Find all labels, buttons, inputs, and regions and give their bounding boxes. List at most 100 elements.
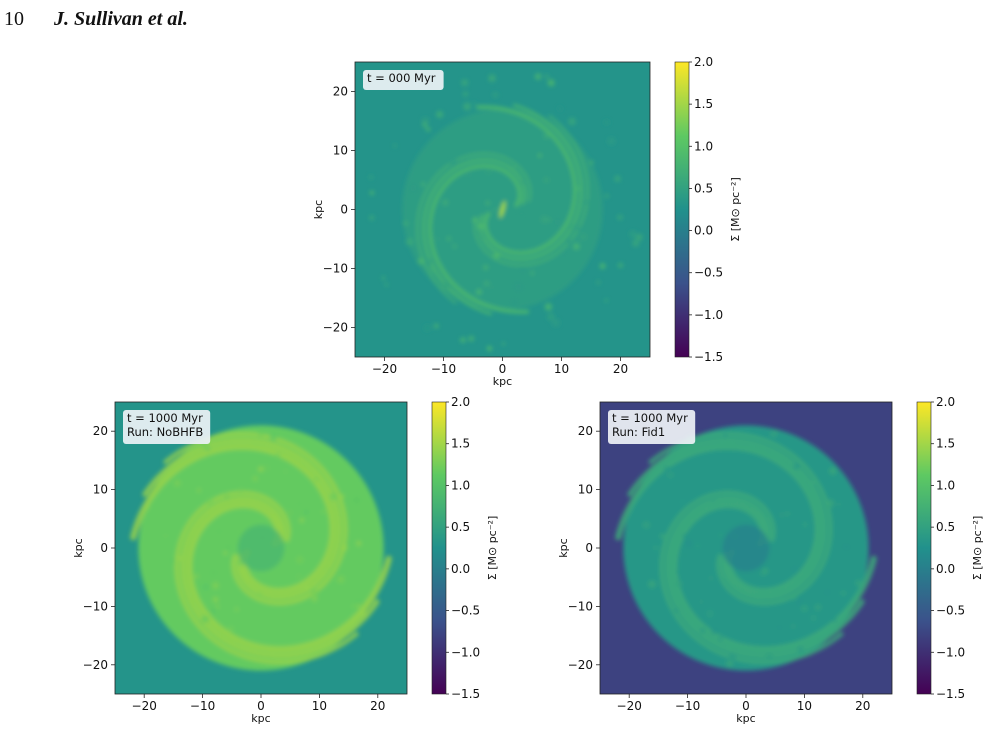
gas-clump	[341, 544, 348, 551]
gas-clump	[795, 598, 802, 605]
spiral-arm	[428, 164, 530, 314]
gas-clump	[765, 653, 774, 662]
gas-clump	[544, 303, 553, 311]
gas-clump	[258, 592, 263, 597]
gas-clump	[224, 494, 230, 500]
density-image	[355, 62, 650, 357]
gas-clump	[834, 595, 840, 601]
gas-clump	[544, 74, 549, 79]
spiral-arm	[186, 502, 392, 653]
gas-clump	[368, 174, 374, 180]
gas-clump	[604, 193, 609, 199]
gas-clump	[269, 433, 277, 441]
spiral-arm	[474, 115, 589, 266]
x-tick-label: −10	[675, 699, 700, 713]
gas-clump	[468, 335, 475, 342]
gas-clump	[205, 446, 210, 451]
time-label-box: t = 000 Myr	[363, 70, 444, 90]
y-axis-label: kpc	[557, 538, 570, 557]
label-line: t = 1000 Myr	[612, 411, 688, 425]
colorbar-tick-label: 1.5	[936, 437, 955, 451]
gas-clump	[696, 544, 700, 548]
gas-clump	[729, 652, 737, 661]
x-tick-label: 0	[257, 699, 265, 713]
gas-clump	[540, 215, 548, 224]
gas-clump	[417, 258, 424, 265]
gas-clump	[433, 323, 439, 329]
y-tick-label: 0	[585, 541, 593, 555]
x-axis-label: kpc	[736, 712, 755, 725]
gas-clump	[422, 123, 427, 128]
gas-clump	[833, 619, 837, 623]
colorbar-tick-label: 0.5	[451, 520, 470, 534]
gas-clump	[700, 628, 706, 634]
gas-clump	[573, 243, 580, 250]
colorbar-tick-label: 2.0	[936, 395, 955, 409]
x-tick-label: −10	[431, 362, 456, 376]
gas-clump	[169, 557, 176, 564]
gas-clump	[543, 132, 550, 140]
colorbar-label: Σ [M⊙ pc⁻²]	[729, 177, 742, 241]
colorbar-tick-label: −1.0	[451, 645, 480, 659]
gas-clump	[145, 505, 150, 509]
gas-clump	[421, 117, 430, 125]
y-tick-label: 10	[333, 144, 348, 158]
gas-clump	[485, 168, 492, 175]
gas-clump	[325, 567, 329, 571]
gas-clump	[789, 592, 798, 601]
spiral-arm	[659, 490, 844, 664]
spiral-arm	[180, 496, 380, 659]
gas-clump	[160, 522, 164, 526]
gas-clump	[441, 282, 450, 291]
gas-clump	[777, 625, 782, 630]
gas-clump	[212, 582, 219, 589]
gas-clump	[252, 476, 258, 481]
gas-clump	[460, 337, 466, 343]
gas-clump	[310, 589, 319, 598]
gas-clump	[576, 226, 580, 231]
gas-clump	[296, 574, 302, 579]
gas-clump	[210, 608, 216, 614]
running-head-authors: J. Sullivan et al.	[54, 8, 188, 30]
gas-clump	[436, 110, 444, 118]
gas-clump	[287, 660, 292, 664]
gas-clump	[352, 496, 361, 504]
gas-clump	[493, 252, 500, 259]
gas-clump	[604, 119, 610, 125]
colorbar	[431, 401, 447, 695]
gas-clump	[596, 280, 601, 285]
label-background	[363, 70, 444, 90]
gas-clump	[843, 544, 850, 550]
gas-clump	[206, 498, 214, 506]
gas-clump	[163, 533, 168, 538]
gas-clump	[653, 545, 659, 551]
colorbar-label: Σ [M⊙ pc⁻²]	[486, 516, 499, 580]
gas-clump	[426, 267, 434, 275]
panel-top: t = 000 Myr −20 −10 0 10 20 20 10 0 −10 −20 kpc kpc 2…	[300, 50, 760, 389]
gas-clump	[238, 529, 243, 534]
x-tick-label: −20	[372, 362, 397, 376]
gas-clump	[493, 208, 498, 212]
density-image	[115, 402, 407, 694]
gas-clump	[305, 586, 310, 591]
gas-clump	[810, 614, 817, 622]
gas-clump	[642, 521, 650, 529]
y-tick-label: 10	[93, 483, 108, 497]
gas-clump	[258, 466, 264, 472]
spiral-arm	[422, 158, 527, 315]
gas-clump	[711, 627, 719, 635]
gas-clump	[599, 263, 606, 269]
central-bar	[499, 200, 506, 219]
gas-clump	[648, 580, 656, 588]
gas-clump	[706, 609, 715, 618]
gas-clump	[176, 555, 182, 561]
y-axis-label: kpc	[72, 538, 85, 557]
gas-clump	[483, 264, 489, 271]
gas-clump	[428, 259, 433, 264]
colorbar-tick-label: −0.5	[936, 604, 965, 618]
central-region	[237, 524, 285, 572]
gas-clump	[296, 556, 304, 564]
colorbar-tick-label: 2.0	[694, 55, 713, 69]
gas-clump	[449, 158, 458, 167]
